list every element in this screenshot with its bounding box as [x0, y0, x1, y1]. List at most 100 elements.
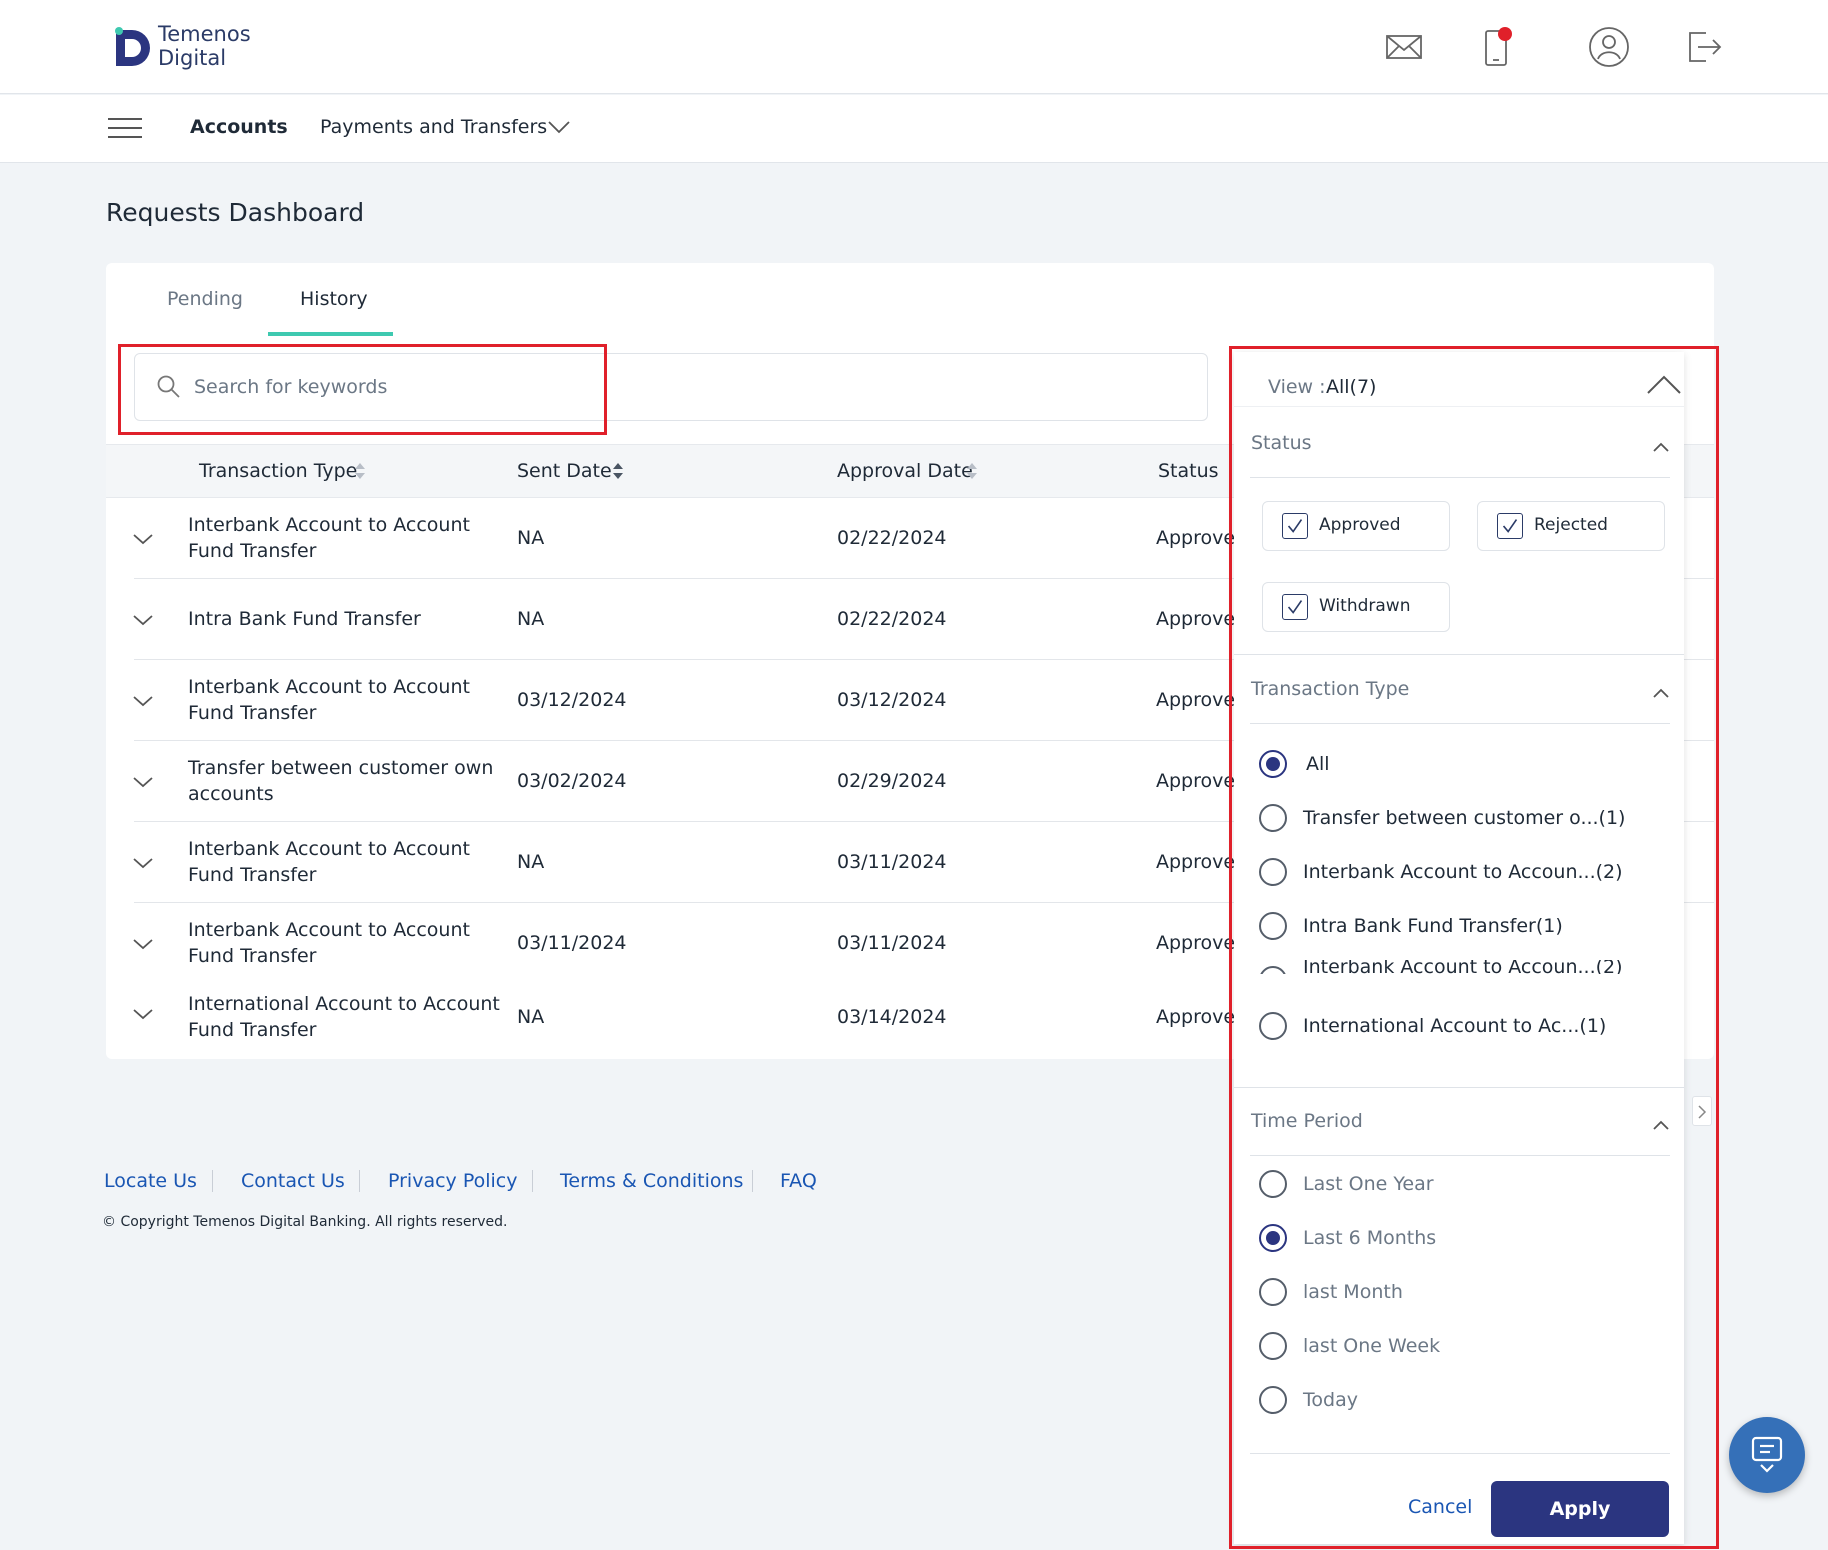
sort-icon[interactable] [611, 461, 625, 481]
radio-unselected[interactable] [1259, 1332, 1287, 1360]
nav-payments-and-transfers[interactable]: Payments and Transfers [320, 116, 548, 138]
cell-status: Approved [1156, 932, 1248, 954]
time-period-option-label[interactable]: Last 6 Months [1303, 1227, 1437, 1249]
expand-row-icon[interactable] [132, 937, 154, 951]
table-row[interactable]: International Account to Account Fund Tr… [106, 977, 1714, 1058]
cell-approval-date: 02/22/2024 [837, 527, 947, 549]
expand-row-icon[interactable] [132, 856, 154, 870]
row-divider [134, 902, 1714, 903]
user-profile-icon[interactable] [1587, 25, 1631, 69]
chevron-up-icon[interactable] [1652, 441, 1670, 453]
checkbox-checked-icon[interactable] [1282, 513, 1308, 539]
top-header [0, 0, 1828, 94]
cell-status: Approved [1156, 608, 1248, 630]
column-approval-date[interactable]: Approval Date [837, 460, 973, 482]
table-row[interactable]: Transfer between customer own accounts 0… [106, 741, 1714, 822]
cell-transaction-type: Interbank Account to Account Fund Transf… [188, 676, 470, 724]
transaction-type-option-label[interactable]: International Account to Ac...(1) [1303, 1015, 1607, 1037]
table-row[interactable]: Interbank Account to Account Fund Transf… [106, 498, 1714, 579]
expand-row-icon[interactable] [132, 532, 154, 546]
cell-approval-date: 03/12/2024 [837, 689, 947, 711]
table-row[interactable]: Intra Bank Fund Transfer NA 02/22/2024 A… [106, 579, 1714, 660]
view-label: View : [1268, 376, 1326, 398]
logo-line1: Temenos [158, 22, 251, 46]
transaction-type-option-label[interactable]: Intra Bank Fund Transfer(1) [1303, 915, 1563, 937]
chevron-up-icon[interactable] [1646, 374, 1682, 396]
radio-unselected[interactable] [1259, 1386, 1287, 1414]
status-section-title: Status [1251, 432, 1312, 454]
chat-button[interactable] [1729, 1417, 1805, 1493]
radio-unselected[interactable] [1259, 912, 1287, 940]
chevron-down-icon[interactable] [546, 116, 572, 138]
time-period-option-label[interactable]: last Month [1303, 1281, 1403, 1303]
chevron-up-icon[interactable] [1652, 1119, 1670, 1131]
transaction-type-option-label[interactable]: Transfer between customer o...(1) [1303, 807, 1626, 829]
status-approved-chip[interactable]: Approved [1262, 501, 1450, 551]
footer-link-faq[interactable]: FAQ [780, 1170, 817, 1192]
time-period-option-label[interactable]: Today [1303, 1389, 1358, 1411]
radio-selected[interactable] [1259, 1224, 1287, 1252]
cell-transaction-type: Interbank Account to Account Fund Transf… [188, 919, 470, 967]
mobile-notification-icon[interactable] [1475, 25, 1519, 69]
table-row[interactable]: Interbank Account to Account Fund Transf… [106, 903, 1714, 984]
row-divider [134, 659, 1714, 660]
cell-sent-date: 03/11/2024 [517, 932, 627, 954]
column-transaction-type[interactable]: Transaction Type [199, 460, 358, 482]
footer-separator [752, 1170, 753, 1192]
expand-row-icon[interactable] [132, 775, 154, 789]
logout-icon[interactable] [1682, 25, 1726, 69]
transaction-type-option-label[interactable]: All [1306, 753, 1330, 775]
cancel-button[interactable]: Cancel [1408, 1496, 1473, 1518]
chevron-right-icon [1698, 1105, 1707, 1119]
nav-accounts[interactable]: Accounts [190, 116, 288, 138]
expand-row-icon[interactable] [132, 694, 154, 708]
table-row[interactable]: Interbank Account to Account Fund Transf… [106, 822, 1714, 903]
tab-pending[interactable]: Pending [167, 288, 243, 310]
footer-separator [212, 1170, 213, 1192]
time-period-option-label[interactable]: Last One Year [1303, 1173, 1434, 1195]
hamburger-icon[interactable] [108, 118, 142, 140]
sort-icon[interactable] [353, 461, 367, 481]
transaction-type-option-label[interactable]: Interbank Account to Accoun...(2) [1303, 960, 1623, 974]
radio-unselected[interactable] [1259, 1012, 1287, 1040]
search-input[interactable] [134, 353, 1208, 421]
radio-unselected[interactable] [1259, 858, 1287, 886]
expand-row-icon[interactable] [132, 1007, 154, 1021]
cell-sent-date: NA [517, 608, 545, 630]
side-panel-handle[interactable] [1692, 1096, 1712, 1126]
search-highlight-box [118, 344, 607, 435]
cell-status: Approved [1156, 1006, 1248, 1028]
radio-unselected[interactable] [1259, 1170, 1287, 1198]
status-withdrawn-chip[interactable]: Withdrawn [1262, 582, 1450, 632]
page-title: Requests Dashboard [106, 198, 365, 227]
radio-unselected[interactable] [1259, 1278, 1287, 1306]
time-period-option-label[interactable]: last One Week [1303, 1335, 1441, 1357]
footer-link-terms-conditions[interactable]: Terms & Conditions [560, 1170, 744, 1192]
transaction-type-option-label[interactable]: Interbank Account to Accoun...(2) [1303, 861, 1623, 883]
footer-link-privacy-policy[interactable]: Privacy Policy [388, 1170, 518, 1192]
radio-unselected[interactable] [1259, 804, 1287, 832]
status-approved-label: Approved [1319, 515, 1401, 535]
apply-button[interactable]: Apply [1491, 1481, 1669, 1537]
tab-history[interactable]: History [300, 288, 368, 310]
row-divider [134, 821, 1714, 822]
mail-icon[interactable] [1382, 25, 1426, 69]
column-status[interactable]: Status [1158, 460, 1219, 482]
status-rejected-chip[interactable]: Rejected [1477, 501, 1665, 551]
column-sent-date[interactable]: Sent Date [517, 460, 612, 482]
table-row[interactable]: Interbank Account to Account Fund Transf… [106, 660, 1714, 741]
section-divider [1234, 654, 1684, 655]
view-value[interactable]: All(7) [1326, 376, 1377, 398]
radio-selected[interactable] [1259, 750, 1287, 778]
footer-link-contact-us[interactable]: Contact Us [241, 1170, 345, 1192]
chevron-up-icon[interactable] [1652, 687, 1670, 699]
sort-icon[interactable] [965, 461, 979, 481]
chat-icon [1751, 1436, 1783, 1473]
expand-row-icon[interactable] [132, 613, 154, 627]
cell-status: Approved [1156, 770, 1248, 792]
clipped-option-row: Interbank Account to Accoun...(2) [1250, 960, 1670, 974]
checkbox-checked-icon[interactable] [1282, 594, 1308, 620]
copyright-text: © Copyright Temenos Digital Banking. All… [102, 1214, 508, 1230]
footer-link-locate-us[interactable]: Locate Us [104, 1170, 197, 1192]
checkbox-checked-icon[interactable] [1497, 513, 1523, 539]
